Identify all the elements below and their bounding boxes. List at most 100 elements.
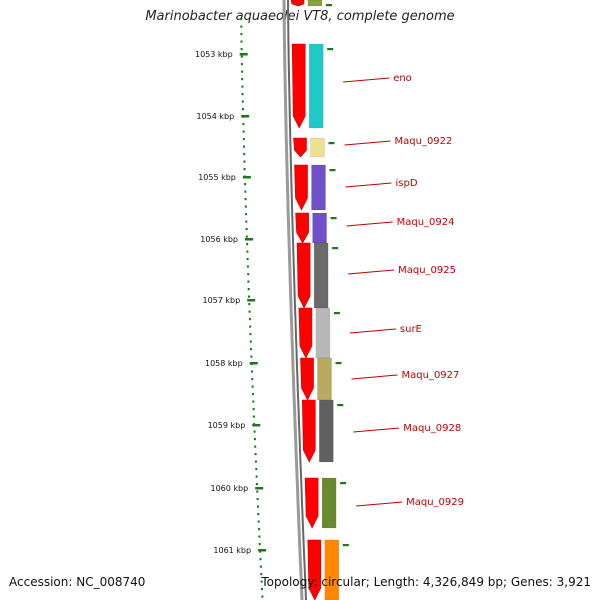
ring-dot [241,93,244,96]
backbone-line [282,0,304,600]
ring-dot [240,48,243,51]
gene-label: Maqu_0925 [398,265,456,276]
ring-dot [241,78,244,81]
ring-dot [251,385,254,388]
ring-dot [342,544,349,547]
ring-dot [245,228,248,231]
ring-dot [242,123,245,126]
ring-dot [254,460,257,463]
gene-arrow [301,399,316,463]
gene-feature [317,357,332,401]
ring-dot [249,333,252,336]
ring-dot [243,145,245,148]
ring-dot [240,25,243,28]
ring-dot [255,475,258,478]
ring-dot [333,312,340,315]
tick-mark [252,424,261,427]
ring-dot [247,280,250,283]
ring-dot [245,220,248,223]
ring-dot [250,355,253,358]
gene-feature [321,477,337,529]
gene-label: Maqu_0924 [397,217,455,228]
gene-label-leader [348,269,395,275]
tick-label: 1053 kbp [195,50,233,59]
gene-label: Maqu_0929 [406,497,464,508]
ring-dot [328,142,335,145]
ring-dot [242,138,245,141]
gene-feature [324,539,340,600]
ring-dot [254,453,257,456]
tick-label: 1061 kbp [213,546,251,555]
ring-dot [326,4,332,7]
gene-feature [310,137,325,158]
ring-dot [246,243,249,246]
ring-dot [335,362,342,365]
gene-arrow [298,307,313,359]
gene-feature [307,0,323,7]
gene-arrow [307,539,322,600]
genome-title: Marinobacter aquaeolei VT8, complete gen… [145,9,455,24]
ring-dot [252,408,255,411]
backbone-line [287,0,307,600]
ring-dot [327,48,334,51]
ring-dot [259,558,262,561]
ring-dot [240,33,243,36]
ring-dot [256,490,259,493]
ring-dot [243,168,246,171]
ring-dot [252,400,255,403]
gene-arrow [304,477,319,529]
gene-feature [313,242,329,309]
ring-dot [245,213,248,216]
tick-label: 1059 kbp [208,421,246,430]
ring-dot [255,483,258,486]
gene-feature [311,164,326,211]
ring-dot [243,153,246,156]
gene-label: Maqu_0927 [402,370,460,381]
ring-dot [261,588,263,591]
tick-label: 1056 kbp [200,235,238,244]
tick-mark [245,238,253,241]
ring-dot [253,430,256,433]
ring-dot [258,528,261,531]
ring-dot [246,250,249,253]
gene-label-leader [349,328,396,334]
gene-arrow [296,242,311,309]
genome-summary-label: Topology: circular; Length: 4,326,849 bp… [261,575,591,589]
tick-mark [242,176,251,179]
gene-arrow [291,43,306,129]
ring-dot [330,217,337,220]
ring-dot [256,498,259,501]
ring-dot [260,573,263,576]
ring-dot [240,55,243,58]
ring-dot [332,247,339,250]
ring-dot [248,295,250,298]
ring-dot [246,265,249,268]
ring-dot [240,40,243,43]
ring-dot [240,18,243,21]
gene-feature [312,212,327,244]
tick-label: 1060 kbp [210,484,248,493]
gene-label: surE [400,324,422,335]
tick-mark [249,362,258,365]
ring-dot [254,445,257,448]
ring-dot [244,205,247,208]
ring-dot [246,258,249,261]
tick-mark [241,115,250,118]
accession-label: Accession: NC_008740 [9,575,146,589]
ring-dot [244,198,247,201]
tick-mark [255,487,264,490]
ring-dot [340,482,347,485]
ring-dot [260,580,263,583]
ring-dot [248,310,251,313]
ring-dot [249,340,252,343]
gene-feature [308,43,324,129]
ring-dot [251,393,254,396]
ring-dot [253,438,256,441]
gene-arrow [294,164,308,211]
ring-dot [247,273,250,276]
gene-label-leader [356,501,403,507]
ring-dot [257,520,260,523]
gene-label: Maqu_0928 [403,423,461,434]
ring-dot [242,108,244,111]
